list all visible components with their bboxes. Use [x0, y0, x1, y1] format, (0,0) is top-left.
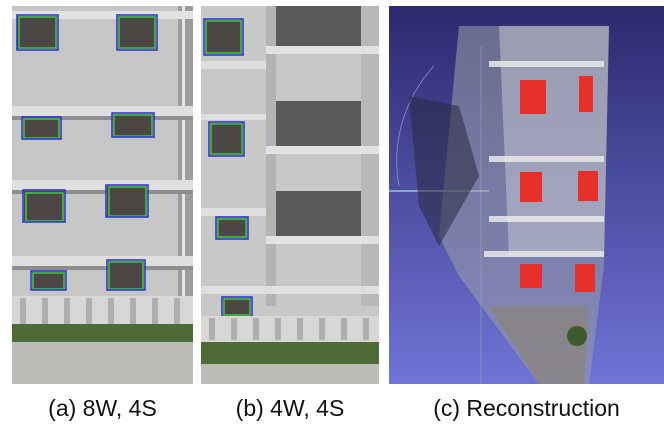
caption-c: (c) Reconstruction [433, 395, 620, 421]
facade-photo-b [201, 6, 379, 384]
panel-a-facade-photo [12, 6, 193, 384]
panel-c-reconstruction [389, 6, 664, 384]
windows-a [17, 16, 156, 289]
reconstructed-windows [520, 76, 598, 292]
panel-b-facade-photo [201, 6, 379, 384]
facade-photo-a [12, 6, 193, 384]
caption-a: (a) 8W, 4S [48, 395, 157, 421]
caption-b: (b) 4W, 4S [235, 395, 345, 421]
reconstruction-view [389, 6, 664, 384]
